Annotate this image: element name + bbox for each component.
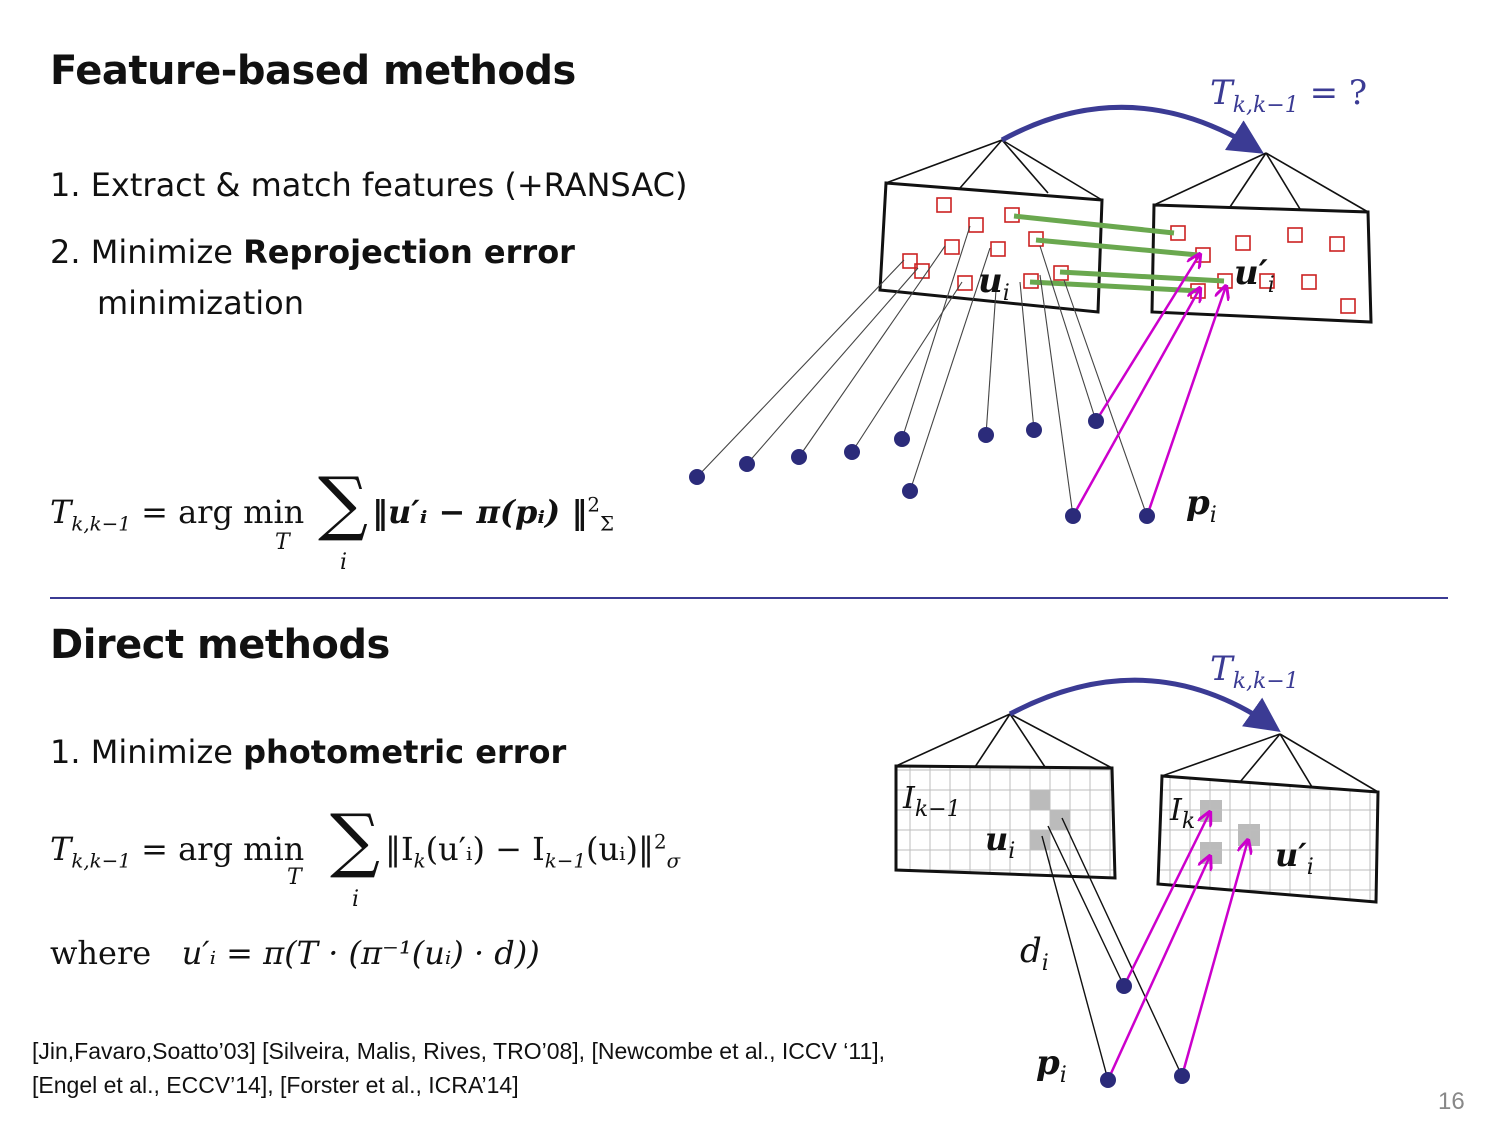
match-lines <box>1013 213 1225 294</box>
diagram-labels: Tk,k−1 = ? ui u′i pi Tk,k−1 Ik−1 Ik ui u… <box>902 73 1367 1088</box>
direct-projection-arrows <box>1106 812 1248 1081</box>
left-feature-boxes <box>902 197 1069 291</box>
direct-label-p: pi <box>1036 1043 1067 1088</box>
direct-transform-arrow <box>1008 677 1281 733</box>
direct-where-line: where u′ᵢ = π(T · (π⁻¹(uᵢ) · d)) <box>50 934 540 972</box>
feature-eq-sum-symbol: ∑ <box>318 462 368 544</box>
feature-transform-label: Tk,k−1 = ? <box>1210 73 1367 118</box>
direct-label-d: di <box>1020 931 1049 976</box>
left-camera <box>885 139 1103 201</box>
direct-eq-sum-under: i <box>352 887 360 912</box>
feature-step-2: 2. Minimize Reprojection error <box>50 233 575 271</box>
direct-left-camera <box>895 713 1113 769</box>
feature-step-2-continuation: minimization <box>97 284 304 322</box>
feature-label-u: ui <box>978 261 1010 306</box>
feature-label-uprime: u′i <box>1234 253 1275 298</box>
direct-diagram <box>894 677 1380 1088</box>
direct-equation: Tk,k−1 = arg min <box>50 830 305 873</box>
right-camera <box>1153 152 1369 213</box>
direct-eq-argmin-under: T <box>287 865 302 890</box>
direct-rays <box>1041 817 1183 1081</box>
direct-section-title: Direct methods <box>50 622 390 668</box>
feature-equation: Tk,k−1 = arg min <box>50 493 305 536</box>
feature-step-1: 1. Extract & match features (+RANSAC) <box>50 166 688 204</box>
section-divider <box>50 597 1448 599</box>
feature-label-p: pi <box>1186 483 1217 528</box>
feature-eq-sum-under: i <box>340 550 348 575</box>
projection-arrows <box>1071 254 1226 517</box>
reference-line-2: [Engel et al., ECCV’14], [Forster et al.… <box>32 1072 519 1098</box>
direct-transform-label: Tk,k−1 <box>1210 649 1299 694</box>
reference-line-1: [Jin,Favaro,Soatto’03] [Silveira, Malis,… <box>32 1038 886 1064</box>
feature-section-title: Feature-based methods <box>50 48 576 94</box>
feature-diagram <box>689 104 1373 524</box>
direct-label-u: ui <box>985 820 1015 864</box>
feature-eq-argmin-under: T <box>275 530 290 555</box>
direct-step-1-bold: photometric error <box>243 733 567 771</box>
direct-label-Ik: Ik <box>1169 793 1195 834</box>
feature-transform-arrow <box>1000 104 1264 154</box>
direct-eq-body: ‖Ik(u′ᵢ) − Ik−1(uᵢ)‖2σ <box>385 830 681 873</box>
feature-3d-points <box>689 413 1155 524</box>
feature-step-2-bold: Reprojection error <box>243 233 575 271</box>
feature-eq-body: ‖u′ᵢ − π(pᵢ) ‖2Σ <box>372 493 614 536</box>
references: [Jin,Favaro,Soatto’03] [Silveira, Malis,… <box>32 1034 885 1102</box>
page-number: 16 <box>1438 1088 1465 1115</box>
direct-label-Ik1: Ik−1 <box>902 781 961 822</box>
direct-step-1: 1. Minimize photometric error <box>50 733 567 771</box>
direct-eq-sum-symbol: ∑ <box>330 799 380 881</box>
left-rays <box>696 225 1148 517</box>
direct-right-camera <box>1161 733 1379 793</box>
direct-3d-points <box>1100 978 1190 1088</box>
direct-label-uprime: u′i <box>1275 836 1314 880</box>
left-grid-image <box>896 766 1115 878</box>
